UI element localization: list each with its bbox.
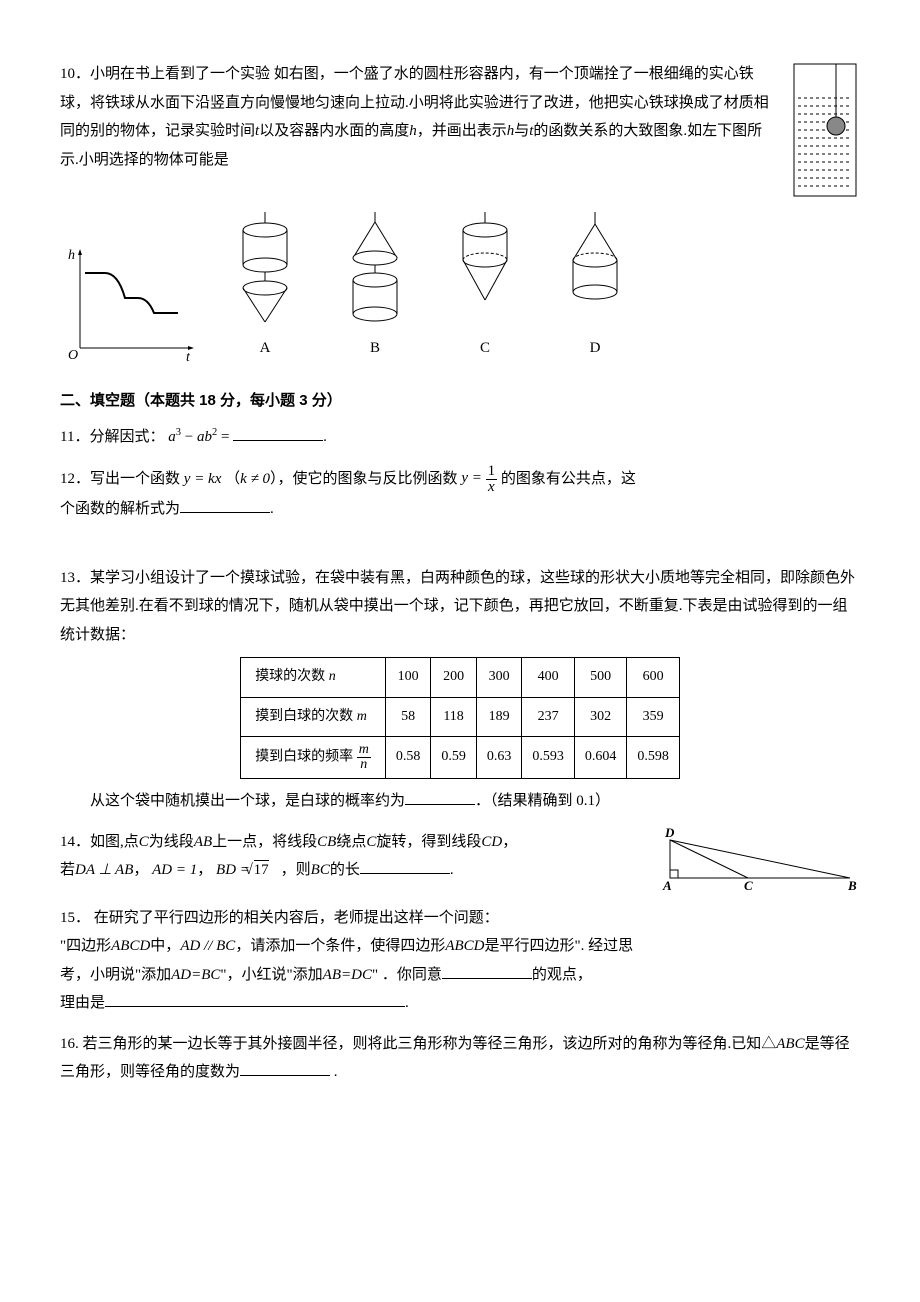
svg-text:t: t xyxy=(186,350,191,363)
shape-b-icon xyxy=(330,210,420,330)
question-11: 11．分解因式： a3 − ab2 = . xyxy=(60,423,860,452)
q13-table: 摸球的次数 n 100 200 300 400 500 600 摸到白球的次数 … xyxy=(240,657,680,779)
graph-icon: h t O xyxy=(60,243,200,363)
q14-blank xyxy=(360,857,450,875)
q10-option-a: A xyxy=(220,210,310,363)
section-2-title: 二、填空题（本题共 18 分，每小题 3 分） xyxy=(60,387,860,416)
q10-option-c: C xyxy=(440,210,530,363)
q10-options-row: h t O A xyxy=(60,210,860,363)
q10-option-d: D xyxy=(550,210,640,363)
q10-text: 10．小明在书上看到了一个实验 如右图，一个盛了水的圆柱形容器内，有一个顶端拴了… xyxy=(60,60,774,174)
shape-a-icon xyxy=(220,210,310,330)
svg-text:C: C xyxy=(744,878,753,892)
q13-blank xyxy=(405,788,475,806)
question-12: 12．写出一个函数 y = kx （k ≠ 0），使它的图象与反比例函数 y =… xyxy=(60,464,860,524)
table-row: 摸球的次数 n 100 200 300 400 500 600 xyxy=(241,658,680,698)
question-13: 13．某学习小组设计了一个摸球试验，在袋中装有黑，白两种颜色的球，这些球的形状大… xyxy=(60,564,860,816)
q11-blank xyxy=(233,424,323,442)
question-15: 15． 在研究了平行四边形的相关内容后，老师提出这样一个问题： "四边形ABCD… xyxy=(60,904,860,1018)
q15-blank-1 xyxy=(442,961,532,979)
svg-text:h: h xyxy=(68,248,75,263)
svg-text:O: O xyxy=(68,348,78,363)
question-14: D A C B 14．如图,点C为线段AB上一点，将线段CB绕点C旋转，得到线段… xyxy=(60,828,860,892)
q12-blank xyxy=(180,495,270,513)
svg-text:D: D xyxy=(664,828,675,840)
cylinder-water-icon xyxy=(790,60,860,200)
table-row: 摸到白球的频率 mn 0.58 0.59 0.63 0.593 0.604 0.… xyxy=(241,737,680,779)
q10-option-b: B xyxy=(330,210,420,363)
q16-blank xyxy=(240,1059,330,1077)
q10-container-figure xyxy=(790,60,860,200)
svg-text:B: B xyxy=(847,878,857,892)
q15-blank-2 xyxy=(105,990,405,1008)
q10-graph: h t O xyxy=(60,243,200,363)
question-10: 10．小明在书上看到了一个实验 如右图，一个盛了水的圆柱形容器内，有一个顶端拴了… xyxy=(60,60,860,363)
shape-d-icon xyxy=(550,210,640,330)
q14-figure: D A C B xyxy=(660,828,860,892)
q10-num: 10． xyxy=(60,66,90,82)
question-16: 16. 若三角形的某一边长等于其外接圆半径，则将此三角形称为等径三角形，该边所对… xyxy=(60,1030,860,1087)
triangle-icon: D A C B xyxy=(660,828,860,892)
svg-text:A: A xyxy=(662,878,672,892)
shape-c-icon xyxy=(440,210,530,330)
table-row: 摸到白球的次数 m 58 118 189 237 302 359 xyxy=(241,697,680,737)
